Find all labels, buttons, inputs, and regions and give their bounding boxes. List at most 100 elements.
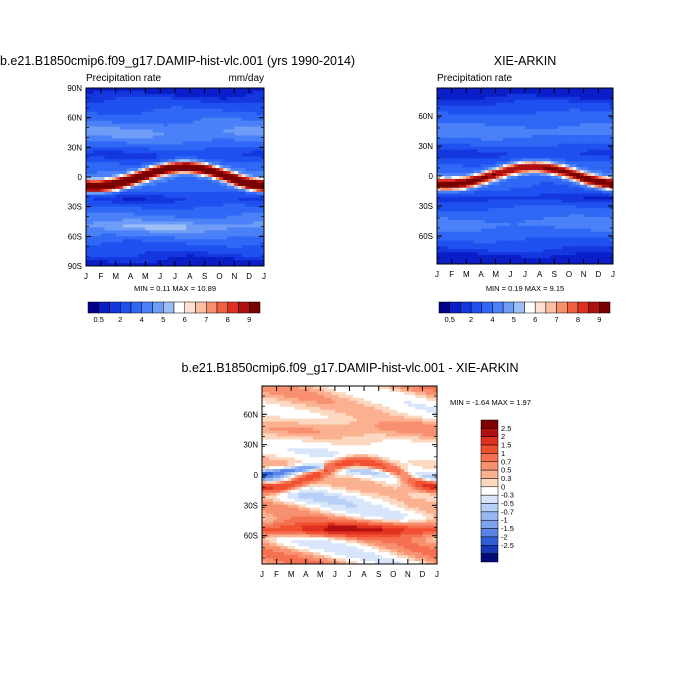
- field-cell: [245, 236, 250, 240]
- field-cell: [569, 117, 574, 121]
- field-cell: [104, 90, 109, 95]
- field-cell: [137, 153, 143, 157]
- field-cell: [484, 132, 489, 136]
- field-cell: [186, 245, 191, 249]
- field-cell: [93, 138, 98, 142]
- field-cell: [104, 123, 109, 127]
- field-cell: [440, 114, 445, 118]
- field-cell: [492, 193, 497, 197]
- field-cell: [481, 173, 486, 177]
- field-cell: [197, 242, 202, 246]
- field-cell: [119, 206, 124, 211]
- field-cell: [230, 203, 235, 208]
- field-cell: [163, 96, 168, 101]
- field-cell: [241, 147, 246, 151]
- field-cell: [510, 123, 515, 127]
- field-cell: [440, 152, 445, 156]
- y-tick-label: 90N: [67, 84, 82, 93]
- field-cell: [115, 203, 120, 208]
- field-cell: [448, 155, 453, 159]
- field-cell: [104, 102, 109, 107]
- field-cell: [488, 196, 493, 200]
- field-cell: [219, 165, 224, 169]
- field-cell: [86, 197, 91, 202]
- field-cell: [167, 171, 172, 175]
- field-cell: [108, 99, 113, 104]
- field-cell: [252, 135, 257, 139]
- field-cell: [186, 230, 191, 234]
- field-cell: [119, 120, 124, 124]
- field-cell: [208, 171, 213, 175]
- field-cell: [495, 132, 500, 136]
- field-cell: [528, 199, 533, 203]
- field-cell: [89, 197, 94, 202]
- field-cell: [451, 117, 456, 121]
- field-cell: [550, 146, 555, 150]
- field-cell: [532, 146, 537, 150]
- field-cell: [108, 179, 113, 184]
- field-cell: [488, 111, 493, 115]
- field-cell: [115, 260, 120, 264]
- colorbar-label: 8: [226, 315, 230, 324]
- field-cell: [503, 181, 508, 186]
- field-cell: [163, 153, 168, 157]
- field-cell: [448, 181, 453, 186]
- field-cell: [115, 206, 120, 211]
- field-cell: [252, 147, 257, 151]
- field-cell: [609, 193, 614, 197]
- field-cell: [572, 88, 577, 92]
- field-cell: [89, 126, 94, 130]
- field-cell: [126, 162, 131, 166]
- field-cell: [256, 99, 261, 104]
- field-cell: [123, 254, 128, 258]
- field-cell: [252, 120, 257, 124]
- field-cell: [189, 174, 194, 178]
- field-cell: [145, 188, 150, 193]
- field-cell: [532, 126, 537, 130]
- field-cell: [576, 146, 581, 150]
- field-cell: [591, 205, 596, 209]
- field-cell: [470, 181, 475, 186]
- field-cell: [462, 187, 467, 192]
- field-cell: [182, 150, 187, 154]
- field-cell: [234, 111, 239, 116]
- field-cell: [160, 194, 165, 199]
- field-cell: [459, 90, 464, 95]
- field-cell: [215, 141, 220, 145]
- field-cell: [440, 102, 445, 106]
- field-cell: [499, 176, 504, 180]
- field-cell: [119, 162, 124, 166]
- field-cell: [223, 209, 228, 213]
- field-cell: [160, 123, 165, 127]
- field-cell: [576, 114, 581, 118]
- field-cell: [100, 224, 105, 228]
- field-cell: [466, 199, 471, 203]
- field-cell: [470, 99, 475, 104]
- field-cell: [111, 221, 117, 225]
- field-cell: [156, 242, 161, 246]
- field-cell: [219, 120, 224, 124]
- field-cell: [215, 102, 220, 107]
- field-cell: [594, 149, 599, 153]
- field-cell: [111, 123, 117, 127]
- field-cell: [517, 193, 522, 197]
- field-cell: [249, 135, 254, 139]
- field-cell: [256, 242, 261, 246]
- field-cell: [223, 224, 228, 228]
- field-cell: [156, 197, 161, 202]
- field-cell: [230, 156, 235, 160]
- field-cell: [189, 90, 194, 95]
- field-cell: [178, 93, 183, 98]
- field-cell: [238, 99, 243, 104]
- field-cell: [547, 140, 552, 145]
- field-cell: [204, 194, 209, 199]
- field-cell: [130, 263, 135, 267]
- field-cell: [517, 90, 522, 95]
- field-cell: [230, 179, 235, 184]
- field-cell: [466, 167, 471, 171]
- field-cell: [495, 161, 500, 165]
- field-cell: [119, 141, 124, 145]
- field-cell: [550, 187, 555, 192]
- field-cell: [167, 141, 172, 145]
- field-cell: [252, 99, 257, 104]
